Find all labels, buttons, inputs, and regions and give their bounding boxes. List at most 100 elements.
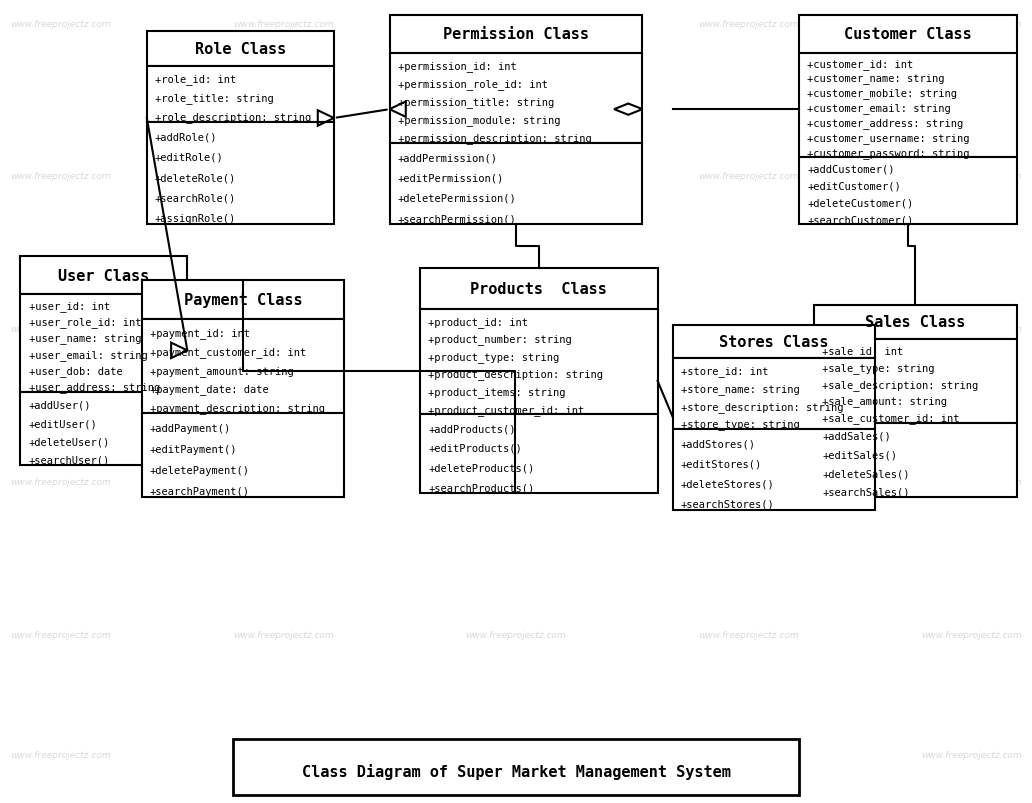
Text: +deletePermission(): +deletePermission() bbox=[397, 194, 516, 203]
Text: +sale_customer_id: int: +sale_customer_id: int bbox=[823, 413, 960, 423]
Bar bbox=[390, 54, 642, 144]
Text: +deleteProducts(): +deleteProducts() bbox=[428, 463, 535, 473]
Bar bbox=[799, 54, 1017, 158]
Text: +role_title: string: +role_title: string bbox=[155, 93, 273, 104]
Text: www.freeprojectz.com: www.freeprojectz.com bbox=[233, 630, 333, 639]
Bar bbox=[420, 269, 657, 309]
Text: +deleteRole(): +deleteRole() bbox=[155, 173, 236, 183]
Text: www.freeprojectz.com: www.freeprojectz.com bbox=[921, 750, 1022, 760]
Text: Permission Class: Permission Class bbox=[443, 27, 589, 43]
Text: User Class: User Class bbox=[58, 268, 150, 283]
Text: www.freeprojectz.com: www.freeprojectz.com bbox=[233, 172, 333, 181]
Text: www.freeprojectz.com: www.freeprojectz.com bbox=[233, 477, 333, 487]
Text: +editRole(): +editRole() bbox=[155, 153, 224, 162]
Text: +addStores(): +addStores() bbox=[681, 438, 755, 449]
Text: +user_address: string: +user_address: string bbox=[29, 382, 160, 393]
Bar bbox=[673, 358, 875, 430]
Bar bbox=[799, 16, 1017, 54]
Text: +sale_type: string: +sale_type: string bbox=[823, 363, 935, 373]
Text: www.freeprojectz.com: www.freeprojectz.com bbox=[233, 19, 333, 29]
Text: Products  Class: Products Class bbox=[471, 282, 607, 297]
Bar bbox=[814, 340, 1017, 423]
Text: +product_number: string: +product_number: string bbox=[428, 334, 572, 344]
Text: www.freeprojectz.com: www.freeprojectz.com bbox=[921, 630, 1022, 639]
Text: www.freeprojectz.com: www.freeprojectz.com bbox=[233, 324, 333, 334]
Text: +role_description: string: +role_description: string bbox=[155, 112, 312, 122]
Bar bbox=[141, 414, 344, 498]
Bar bbox=[814, 423, 1017, 498]
Text: +payment_amount: string: +payment_amount: string bbox=[150, 365, 294, 376]
Text: +deleteSales(): +deleteSales() bbox=[823, 468, 910, 479]
Text: www.freeprojectz.com: www.freeprojectz.com bbox=[10, 630, 111, 639]
Text: +searchStores(): +searchStores() bbox=[681, 499, 775, 509]
Text: www.freeprojectz.com: www.freeprojectz.com bbox=[465, 172, 567, 181]
Text: +editProducts(): +editProducts() bbox=[428, 443, 522, 454]
Text: www.freeprojectz.com: www.freeprojectz.com bbox=[921, 19, 1022, 29]
Bar bbox=[21, 295, 188, 393]
Text: +searchCustomer(): +searchCustomer() bbox=[807, 215, 913, 225]
Text: +assignRole(): +assignRole() bbox=[155, 214, 236, 224]
Text: +user_role_id: int: +user_role_id: int bbox=[29, 317, 141, 328]
Text: www.freeprojectz.com: www.freeprojectz.com bbox=[465, 477, 567, 487]
Bar bbox=[420, 309, 657, 415]
Bar bbox=[673, 430, 875, 510]
Text: www.freeprojectz.com: www.freeprojectz.com bbox=[699, 172, 799, 181]
Text: +customer_username: string: +customer_username: string bbox=[807, 133, 970, 144]
Text: +sale_description: string: +sale_description: string bbox=[823, 379, 978, 390]
Text: +addPermission(): +addPermission() bbox=[397, 153, 497, 163]
Text: +searchPayment(): +searchPayment() bbox=[150, 487, 250, 496]
Text: +product_type: string: +product_type: string bbox=[428, 352, 559, 362]
Text: +searchUser(): +searchUser() bbox=[29, 455, 109, 465]
Text: +user_dob: date: +user_dob: date bbox=[29, 365, 122, 377]
Text: +user_name: string: +user_name: string bbox=[29, 333, 141, 344]
Text: +customer_name: string: +customer_name: string bbox=[807, 74, 944, 84]
Bar bbox=[390, 16, 642, 54]
Text: +permission_description: string: +permission_description: string bbox=[397, 132, 591, 144]
Polygon shape bbox=[614, 104, 642, 116]
Text: www.freeprojectz.com: www.freeprojectz.com bbox=[233, 750, 333, 760]
Text: +addRole(): +addRole() bbox=[155, 132, 218, 142]
Text: +permission_title: string: +permission_title: string bbox=[397, 97, 554, 108]
Text: +customer_password: string: +customer_password: string bbox=[807, 148, 970, 159]
Text: +product_items: string: +product_items: string bbox=[428, 386, 566, 397]
Text: +deletePayment(): +deletePayment() bbox=[150, 466, 250, 475]
Text: Sales Class: Sales Class bbox=[865, 315, 966, 330]
Text: +customer_id: int: +customer_id: int bbox=[807, 59, 913, 70]
Text: www.freeprojectz.com: www.freeprojectz.com bbox=[921, 172, 1022, 181]
Bar bbox=[673, 325, 875, 358]
Text: +deleteCustomer(): +deleteCustomer() bbox=[807, 198, 913, 208]
Text: +searchProducts(): +searchProducts() bbox=[428, 483, 535, 493]
Bar bbox=[21, 393, 188, 466]
Text: +editSales(): +editSales() bbox=[823, 450, 898, 460]
Text: +deleteUser(): +deleteUser() bbox=[29, 437, 109, 447]
Text: +user_id: int: +user_id: int bbox=[29, 300, 109, 312]
Text: +editCustomer(): +editCustomer() bbox=[807, 181, 901, 191]
Text: +customer_address: string: +customer_address: string bbox=[807, 118, 964, 129]
Text: +addProducts(): +addProducts() bbox=[428, 424, 516, 434]
Text: +permission_role_id: int: +permission_role_id: int bbox=[397, 79, 548, 90]
Text: Role Class: Role Class bbox=[195, 42, 286, 57]
Text: www.freeprojectz.com: www.freeprojectz.com bbox=[465, 19, 567, 29]
Text: www.freeprojectz.com: www.freeprojectz.com bbox=[10, 324, 111, 334]
Bar bbox=[147, 123, 334, 225]
Text: +product_id: int: +product_id: int bbox=[428, 316, 528, 327]
Text: +product_customer_id: int: +product_customer_id: int bbox=[428, 404, 584, 415]
Bar bbox=[21, 257, 188, 295]
Text: +searchPermission(): +searchPermission() bbox=[397, 214, 516, 224]
Text: Class Diagram of Super Market Management System: Class Diagram of Super Market Management… bbox=[301, 763, 731, 779]
Bar bbox=[147, 67, 334, 123]
Text: +payment_description: string: +payment_description: string bbox=[150, 402, 325, 414]
Text: +addCustomer(): +addCustomer() bbox=[807, 165, 895, 174]
Text: www.freeprojectz.com: www.freeprojectz.com bbox=[10, 172, 111, 181]
Text: www.freeprojectz.com: www.freeprojectz.com bbox=[921, 324, 1022, 334]
Text: www.freeprojectz.com: www.freeprojectz.com bbox=[699, 19, 799, 29]
Text: +store_description: string: +store_description: string bbox=[681, 402, 843, 412]
Text: www.freeprojectz.com: www.freeprojectz.com bbox=[465, 324, 567, 334]
Text: +permission_module: string: +permission_module: string bbox=[397, 115, 560, 126]
Text: www.freeprojectz.com: www.freeprojectz.com bbox=[10, 19, 111, 29]
Text: +permission_id: int: +permission_id: int bbox=[397, 61, 516, 71]
Text: +customer_mobile: string: +customer_mobile: string bbox=[807, 88, 958, 100]
Text: +editUser(): +editUser() bbox=[29, 418, 97, 429]
Text: +editStores(): +editStores() bbox=[681, 459, 762, 469]
Text: +editPermission(): +editPermission() bbox=[397, 173, 504, 183]
